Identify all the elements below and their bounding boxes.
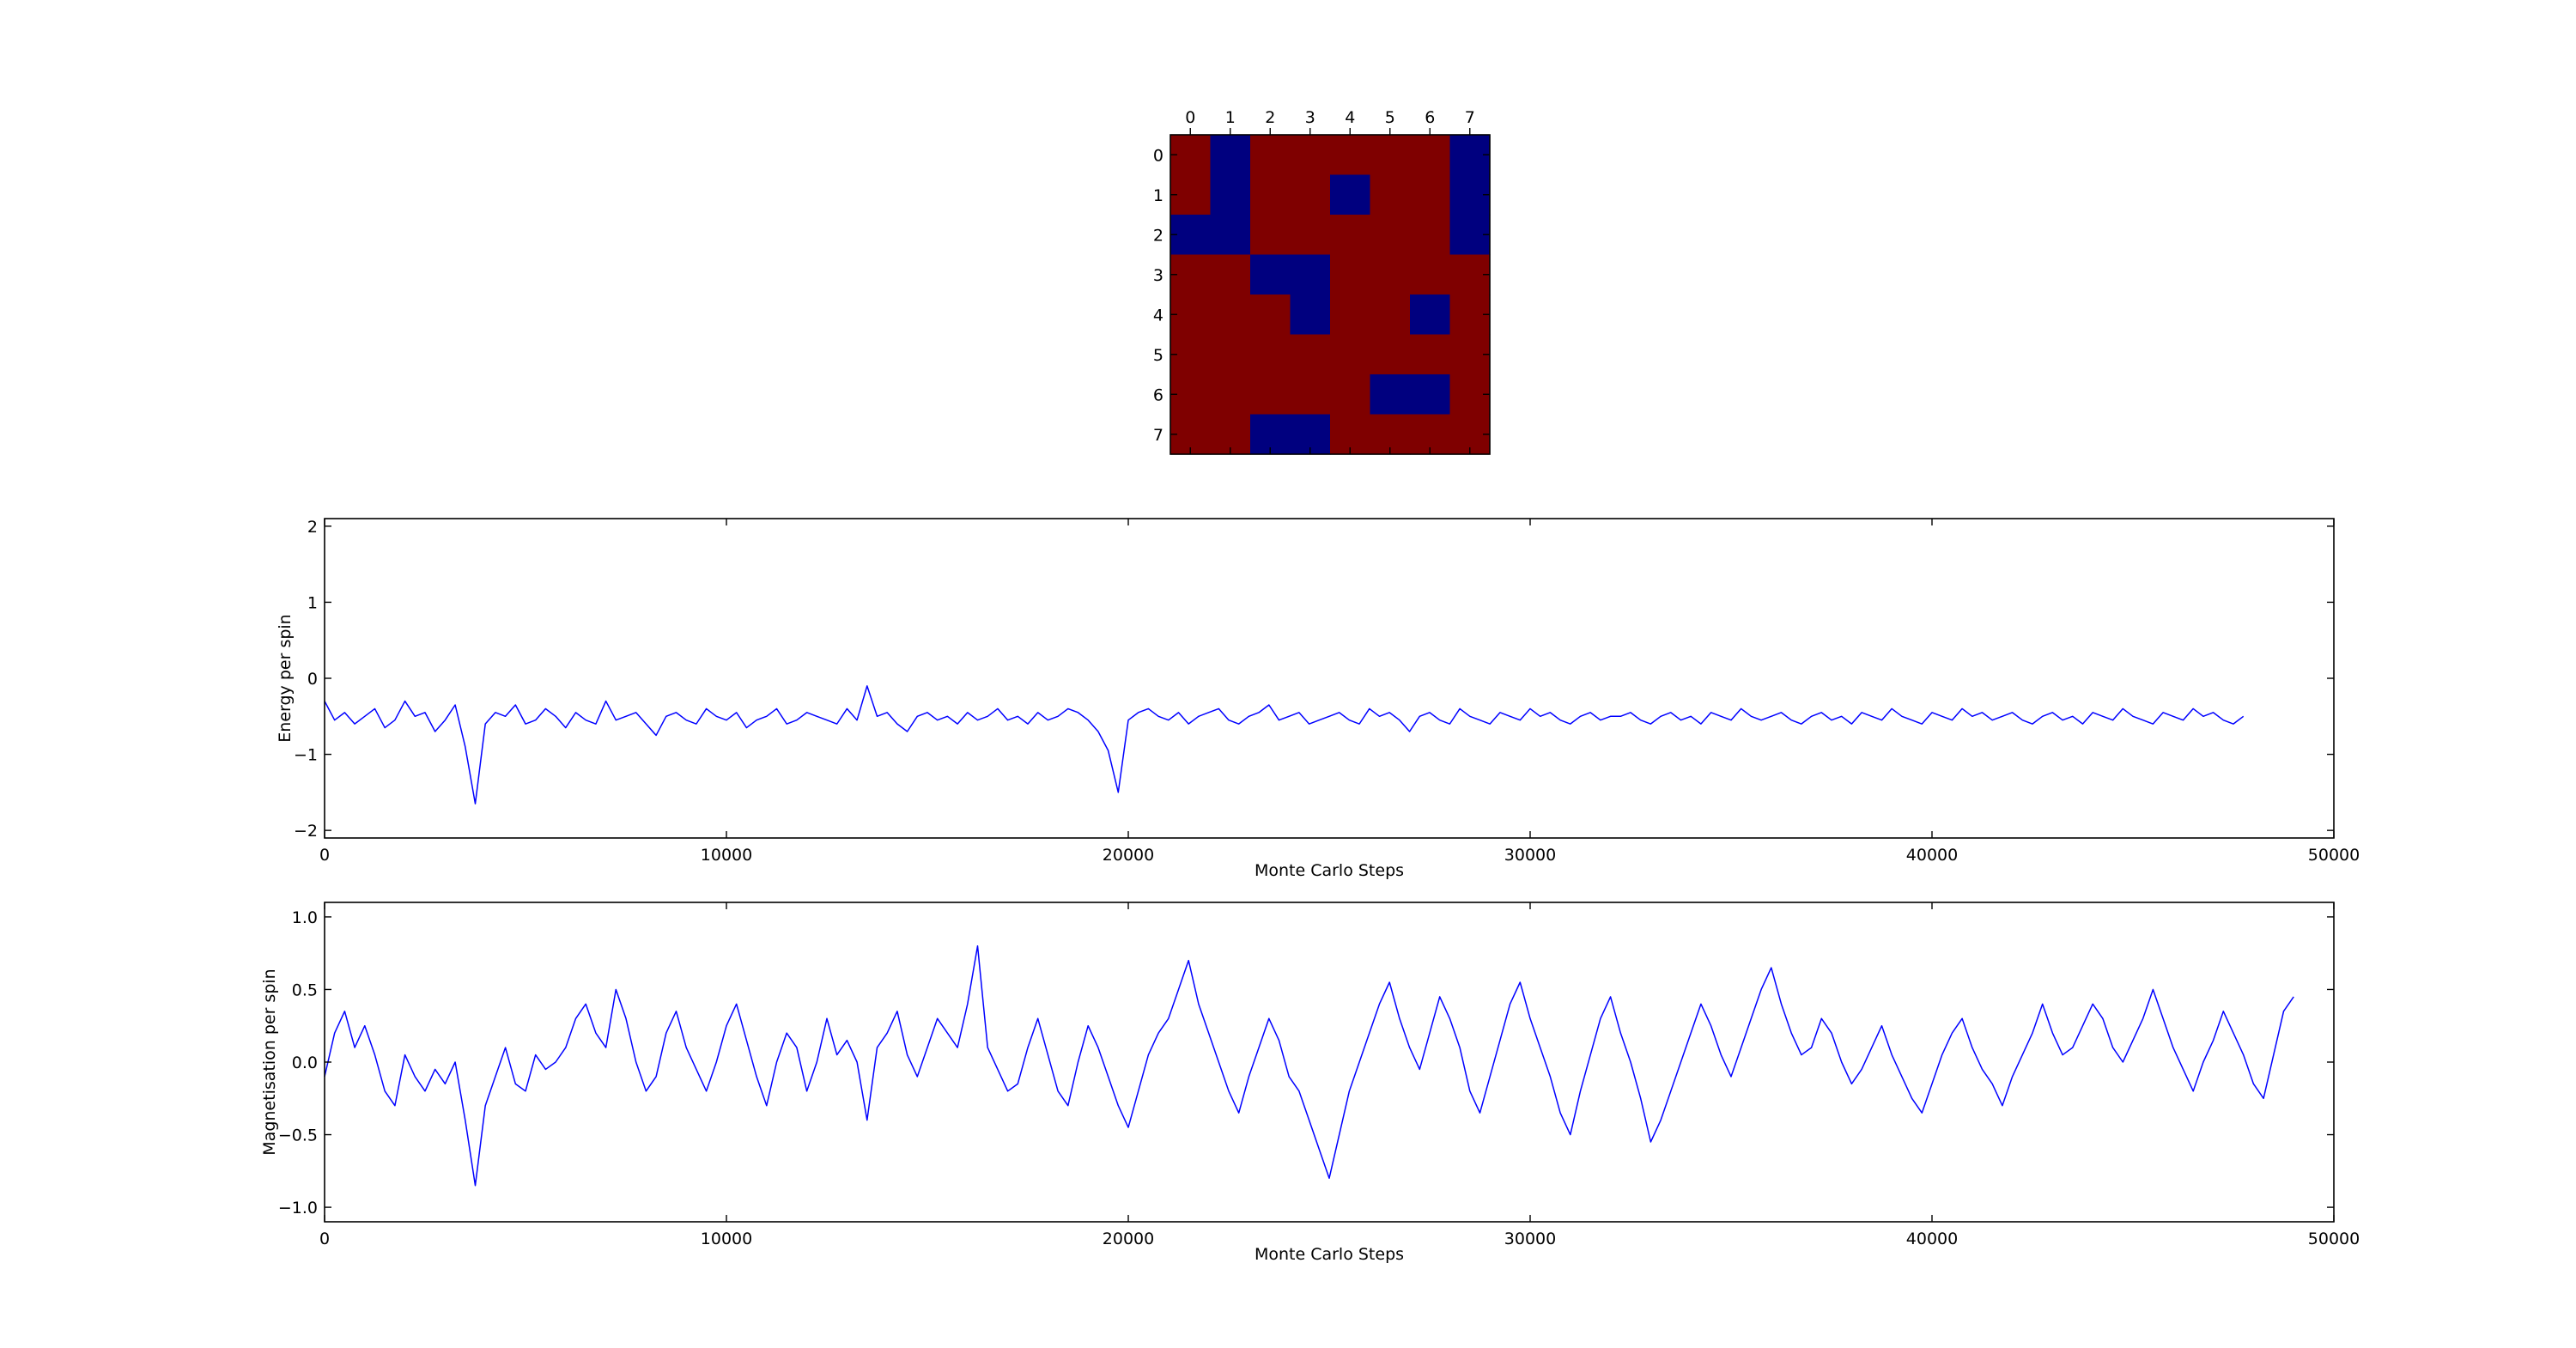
energy-x-tick-label: 50000 xyxy=(2308,846,2360,865)
spin-cell-2-4 xyxy=(1330,215,1371,256)
magnetisation-y-tick-label: −1.0 xyxy=(278,1199,318,1217)
spin-cell-5-6 xyxy=(1410,334,1451,375)
magnetisation-y-tick-label: 1.0 xyxy=(292,908,318,927)
magnetisation-x-tick-label: 0 xyxy=(319,1230,330,1248)
heatmap-frame xyxy=(1170,134,1491,455)
spin-cell-1-2 xyxy=(1250,174,1291,216)
spin-cell-1-5 xyxy=(1370,174,1411,216)
heatmap-y-tick-label: 1 xyxy=(1153,186,1163,205)
magnetisation-series-line xyxy=(324,944,2294,1187)
spin-cell-0-1 xyxy=(1210,135,1251,176)
spin-cell-0-5 xyxy=(1370,135,1411,176)
spin-cell-0-3 xyxy=(1290,135,1331,176)
spin-cell-1-4 xyxy=(1330,174,1371,216)
heatmap-y-tick-label: 5 xyxy=(1153,346,1163,365)
spin-cell-5-4 xyxy=(1330,334,1371,375)
spin-cell-4-5 xyxy=(1370,294,1411,336)
heatmap-x-tick-label: 1 xyxy=(1225,108,1236,127)
magnetisation-x-tick-label: 40000 xyxy=(1906,1230,1958,1248)
spin-cell-4-1 xyxy=(1210,294,1251,336)
energy-y-tick-label: −2 xyxy=(294,822,318,841)
heatmap-x-tick-label: 3 xyxy=(1305,108,1315,127)
magnetisation-y-tick-label: 0.0 xyxy=(292,1054,318,1072)
spin-cell-4-4 xyxy=(1330,294,1371,336)
energy-x-axis-label: Monte Carlo Steps xyxy=(1255,861,1404,880)
magnetisation-x-axis-label: Monte Carlo Steps xyxy=(1255,1245,1404,1264)
spin-cell-3-1 xyxy=(1210,254,1251,295)
spin-cell-2-6 xyxy=(1410,215,1451,256)
magnetisation-y-tick-label: 0.5 xyxy=(292,981,318,999)
energy-x-tick-label: 10000 xyxy=(701,846,752,865)
spin-cell-5-2 xyxy=(1250,334,1291,375)
magnetisation-x-tick-label: 10000 xyxy=(701,1230,752,1248)
energy-y-tick-label: 2 xyxy=(307,518,318,537)
spin-cell-1-6 xyxy=(1410,174,1451,216)
spin-cell-2-1 xyxy=(1210,215,1251,256)
heatmap-y-tick-label: 7 xyxy=(1153,426,1163,445)
heatmap-y-tick-label: 4 xyxy=(1153,306,1163,325)
energy-series-line xyxy=(324,685,2245,805)
heatmap-x-tick-label: 6 xyxy=(1425,108,1435,127)
energy-x-tick-label: 40000 xyxy=(1906,846,1958,865)
spin-cell-2-5 xyxy=(1370,215,1411,256)
energy-y-tick-label: −1 xyxy=(294,746,318,765)
heatmap-x-tick-label: 0 xyxy=(1185,108,1195,127)
energy-y-tick-label: 0 xyxy=(307,670,318,689)
energy-y-tick-label: 1 xyxy=(307,593,318,612)
spin-cell-5-5 xyxy=(1370,334,1411,375)
spin-cell-3-4 xyxy=(1330,254,1371,295)
spin-cell-2-3 xyxy=(1290,215,1331,256)
spin-cell-2-2 xyxy=(1250,215,1291,256)
heatmap-y-tick-label: 3 xyxy=(1153,266,1163,285)
magnetisation-x-tick-label: 20000 xyxy=(1103,1230,1154,1248)
spin-cell-0-6 xyxy=(1410,135,1451,176)
spin-lattice-heatmap: 0 1 2 3 4 5 6 7 0 1 2 3 4 5 6 7 xyxy=(1153,108,1491,455)
magnetisation-y-tick-label: −0.5 xyxy=(278,1126,318,1145)
magnetisation-x-tick-label: 50000 xyxy=(2308,1230,2360,1248)
spin-cell-6-1 xyxy=(1210,374,1251,416)
spin-cell-6-5 xyxy=(1370,374,1411,416)
spin-cell-6-4 xyxy=(1330,374,1371,416)
spin-cell-4-6 xyxy=(1410,294,1451,336)
spin-cell-3-2 xyxy=(1250,254,1291,295)
heatmap-x-tick-label: 7 xyxy=(1465,108,1475,127)
spin-cell-4-3 xyxy=(1290,294,1331,336)
spin-cell-6-6 xyxy=(1410,374,1451,416)
spin-cell-1-3 xyxy=(1290,174,1331,216)
spin-cell-3-5 xyxy=(1370,254,1411,295)
spin-cell-5-3 xyxy=(1290,334,1331,375)
spin-cell-3-6 xyxy=(1410,254,1451,295)
spin-cell-0-4 xyxy=(1330,135,1371,176)
energy-plot: 0 10000 20000 30000 40000 50000 −2 −1 0 1 2 Monte… xyxy=(276,518,2360,880)
energy-y-axis-label: Energy per spin xyxy=(276,614,295,742)
spin-cell-4-2 xyxy=(1250,294,1291,336)
spin-cell-6-3 xyxy=(1290,374,1331,416)
spin-cell-5-1 xyxy=(1210,334,1251,375)
heatmap-x-tick-label: 4 xyxy=(1345,108,1355,127)
magnetisation-plot: 0 10000 20000 30000 40000 50000 −1.0 −0.5 0.0 0.… xyxy=(260,902,2360,1264)
heatmap-y-tick-label: 6 xyxy=(1153,386,1163,404)
energy-x-tick-label: 30000 xyxy=(1504,846,1556,865)
energy-x-tick-label: 20000 xyxy=(1103,846,1154,865)
spin-cell-0-2 xyxy=(1250,135,1291,176)
heatmap-y-tick-label: 2 xyxy=(1153,226,1163,245)
spin-cell-3-3 xyxy=(1290,254,1331,295)
magnetisation-plot-frame xyxy=(324,902,2335,1223)
energy-plot-frame xyxy=(324,518,2335,839)
spin-cell-1-1 xyxy=(1210,174,1251,216)
magnetisation-y-axis-label: Magnetisation per spin xyxy=(260,968,279,1155)
spin-cell-6-2 xyxy=(1250,374,1291,416)
heatmap-x-tick-label: 5 xyxy=(1385,108,1395,127)
magnetisation-x-tick-label: 30000 xyxy=(1504,1230,1556,1248)
heatmap-x-tick-label: 2 xyxy=(1265,108,1275,127)
heatmap-y-tick-label: 0 xyxy=(1153,146,1163,165)
energy-x-tick-label: 0 xyxy=(319,846,330,865)
